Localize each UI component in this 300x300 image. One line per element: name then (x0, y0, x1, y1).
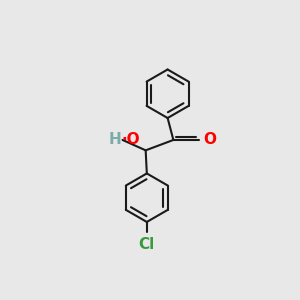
Text: Cl: Cl (139, 237, 155, 252)
Text: O: O (203, 132, 216, 147)
Text: ·O: ·O (122, 132, 140, 147)
Text: H: H (109, 132, 122, 147)
